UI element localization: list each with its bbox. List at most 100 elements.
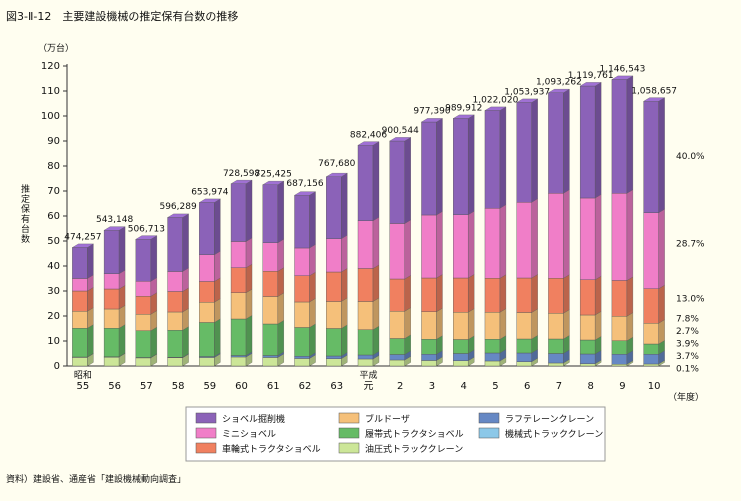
bar-segment [548,92,564,194]
bar-segment [516,277,532,313]
bar-segment [611,79,628,194]
bar-top [135,235,158,240]
bar-segment [294,358,310,367]
bar-segment [548,313,564,340]
bar-segment-side [341,297,348,329]
total-data-label: 1,053,937 [504,88,550,98]
bar-segment [389,338,405,355]
bar-segment [326,238,342,273]
bar-segment [294,356,310,359]
bar-segment [199,281,215,303]
bar-segment-side [214,198,221,256]
bar-segment-side [214,298,221,323]
bar-segment [548,353,564,364]
bar-segment [72,290,88,312]
bar-segment-side [87,324,94,358]
bar-segment [421,214,437,279]
bar-segment [230,356,247,367]
x-tick-label: 6 [524,381,530,392]
bar-top [198,198,221,203]
bar-segment-side [436,307,443,340]
bar-segment [135,296,152,315]
bar-segment [357,220,374,269]
x-tick-label: 62 [299,381,312,392]
bar-segment-side [658,97,665,214]
bar-segment [548,193,564,279]
y-tick-label: 90 [47,136,60,147]
figure-title: 図3-Ⅱ-12 主要建設機械の推定保有台数の推移 [6,10,239,23]
bar-top [579,82,602,87]
bar-segment [484,352,501,362]
bar-segment [453,214,469,279]
bar-segment-side [182,267,189,292]
bar-segment [103,308,120,329]
x-tick-label: 56 [108,381,121,392]
bar-segment [230,241,247,268]
bar-segment-side [499,106,507,209]
bar-top [71,243,94,248]
x-tick-label: 4 [461,381,467,392]
bar-segment-side [245,315,253,356]
bar-segment-side [214,250,221,282]
legend-swatch [478,427,500,439]
era-label: 昭和 [74,370,92,381]
bar-segment-side [404,219,411,280]
x-tick-label: 60 [235,381,248,392]
bar-segment-side [563,309,570,340]
legend-label: ブルドーザ [365,413,410,425]
share-label: 7.8% [676,315,699,325]
bar-segment [389,354,405,361]
bar-segment-side [245,179,253,242]
bar-segment-side [372,216,380,269]
bar-segment-side [309,191,316,249]
bar-segment-side [118,324,126,358]
bar-segment [421,360,437,367]
bar-top [420,118,444,123]
bar-top [484,106,507,111]
bar-segment [579,85,596,199]
bar-segment [484,278,501,313]
legend-label: ラフテレーンクレーン [505,414,594,425]
bar-segment-side [499,274,507,313]
bar-segment-side [245,237,253,269]
total-data-label: 767,680 [318,159,355,169]
bar-segment [72,328,88,358]
bar-segment-side [277,238,284,272]
bar-segment-side [309,271,316,303]
bar-segment [230,318,247,356]
bar-top [547,89,570,93]
bar-segment [167,291,183,313]
bar-segment-side [468,114,475,216]
bar-segment [548,362,564,367]
bar-segment [579,339,596,355]
share-label: 13.0% [676,295,705,305]
total-data-label: 882,406 [350,130,387,140]
bar-segment-side [563,274,570,314]
total-data-label: 1,119,761 [568,71,614,81]
bar-segment [230,267,247,293]
era-label: 平成 [359,369,377,381]
bar-segment-side [468,274,475,313]
bar-segment [421,277,437,312]
bar-segment-side [182,213,189,272]
bar-segment [294,195,310,249]
bar-segment [357,358,374,367]
bar-segment [516,202,532,279]
x-tick-label: 7 [556,381,562,392]
bar-segment [484,360,501,367]
bar-segment-side [658,319,665,345]
bar-segment [103,328,120,357]
bar-segment [103,356,120,367]
bar-segment [421,354,437,361]
total-data-label: 543,148 [96,215,133,225]
bar-segment-side [277,180,284,244]
bar-segment-side [372,264,380,302]
bar-segment [135,314,152,331]
bar-segment-side [341,172,348,240]
bar-segment [262,271,278,297]
bar-segment [643,323,659,345]
bar-segment [548,278,564,314]
bar-segment [357,145,374,221]
bar-segment-side [499,204,507,279]
